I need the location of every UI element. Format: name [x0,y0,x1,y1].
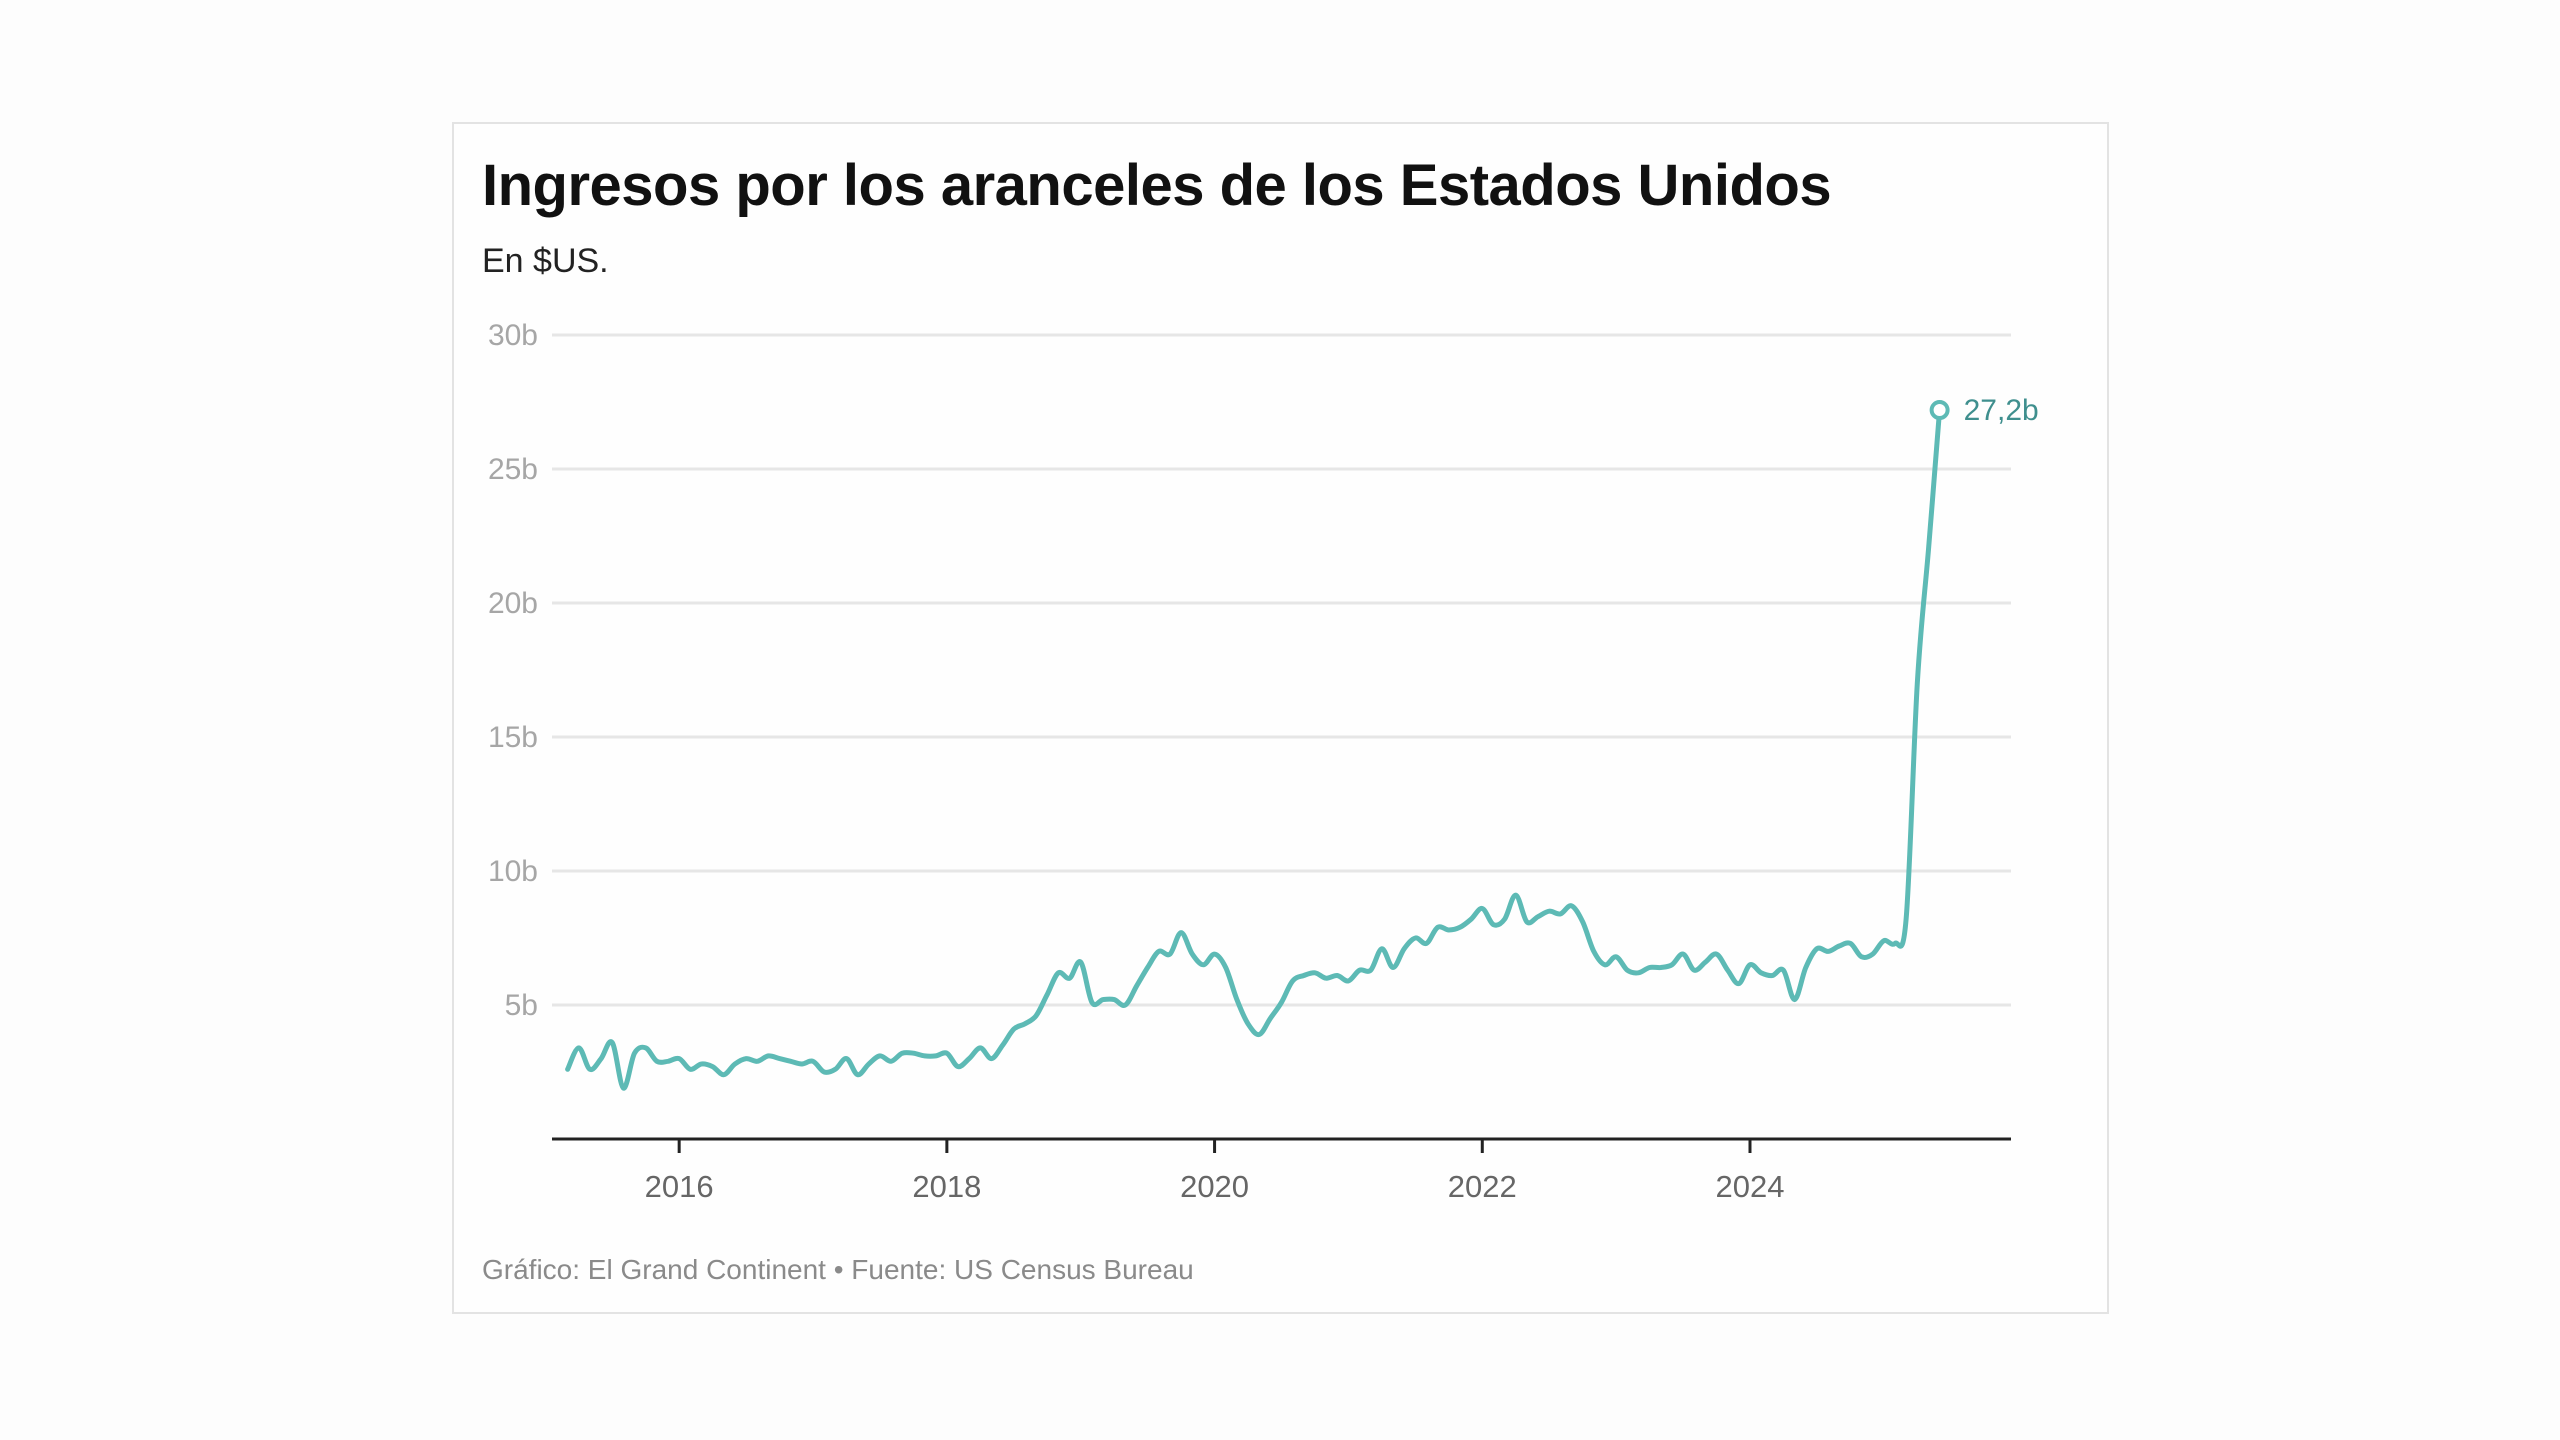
y-tick-label: 15b [488,721,538,754]
x-axis: 2016 2018 2020 2022 2024 [552,1137,2011,1204]
x-tick-label: 2024 [1716,1169,1785,1204]
y-axis: 5b 10b 15b 20b 25b 30b [488,319,538,1022]
series-group: 27,2b [565,394,2039,1091]
x-tick-label: 2020 [1180,1169,1249,1204]
y-tick-label: 30b [488,319,538,352]
y-tick-label: 25b [488,453,538,486]
series-line [565,407,1943,1091]
gridlines [552,333,2011,1007]
chart-title: Ingresos por los aranceles de los Estado… [482,153,1832,218]
chart-card: Ingresos por los aranceles de los Estado… [452,122,2109,1314]
chart-subtitle: En $US. [482,242,609,280]
x-tick-label: 2022 [1448,1169,1517,1204]
line-chart: 5b 10b 15b 20b 25b 30b 2016 2018 2020 2022 2024 2… [488,319,2039,1204]
x-tick-label: 2016 [645,1169,714,1204]
y-tick-label: 10b [488,855,538,888]
x-tick-label: 2018 [912,1169,981,1204]
source-credit: Gráfico: El Grand Continent • Fuente: US… [482,1254,1194,1285]
y-tick-label: 5b [505,989,538,1022]
end-value-label: 27,2b [1964,394,2039,427]
y-tick-label: 20b [488,587,538,620]
end-point-marker [1929,400,1950,421]
